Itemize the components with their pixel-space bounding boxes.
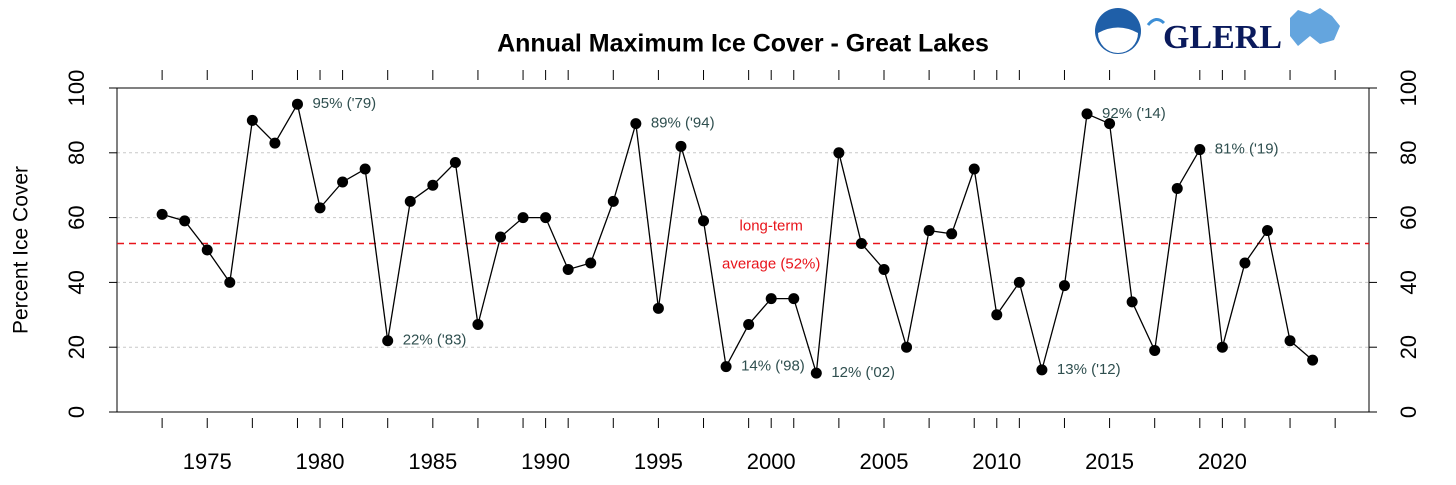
y2-tick-label: 40	[1396, 270, 1421, 294]
data-point	[923, 225, 935, 237]
data-point	[179, 215, 191, 227]
data-point	[359, 163, 371, 175]
data-point	[291, 98, 303, 110]
data-point	[1194, 144, 1206, 156]
data-point	[675, 140, 687, 152]
data-point	[1126, 296, 1138, 308]
logo-text: GLERL	[1163, 19, 1282, 56]
data-point	[1216, 341, 1228, 353]
noaa-wave	[1098, 27, 1138, 53]
data-point	[765, 293, 777, 305]
data-point	[968, 163, 980, 175]
data-point	[630, 118, 642, 130]
data-point	[585, 257, 597, 269]
data-point	[1284, 335, 1296, 347]
data-point	[1058, 280, 1070, 292]
x-tick-label: 2005	[860, 449, 909, 474]
data-point	[1149, 344, 1161, 356]
plot-frame	[116, 87, 1370, 413]
data-point	[855, 238, 867, 250]
data-point	[201, 244, 213, 256]
annotation: 89% ('94)	[651, 115, 715, 132]
logo-swoosh	[1146, 18, 1166, 26]
data-point	[1013, 276, 1025, 288]
annotation: 95% ('79)	[312, 95, 376, 112]
x-tick-label: 1995	[634, 449, 683, 474]
data-point	[607, 195, 619, 207]
data-line	[161, 102, 1314, 374]
data-point	[1104, 118, 1116, 130]
annotation: 22% ('83)	[403, 332, 467, 349]
data-point	[901, 341, 913, 353]
y-axis-label: Percent Ice Cover	[10, 166, 33, 334]
y2-tick-label: 20	[1396, 335, 1421, 359]
data-point	[382, 335, 394, 347]
y-tick-label: 20	[64, 335, 89, 359]
data-point	[1171, 182, 1183, 194]
data-point	[494, 231, 506, 243]
data-point	[833, 147, 845, 159]
y-tick-label: 40	[64, 270, 89, 294]
average-label: average (52%)	[722, 255, 820, 272]
data-point	[224, 276, 236, 288]
y-tick-label: 80	[64, 141, 89, 165]
x-tick-label: 1990	[521, 449, 570, 474]
annotation: 12% ('02)	[831, 364, 895, 381]
y2-tick-label: 60	[1396, 205, 1421, 229]
annotation: 92% ('14)	[1102, 105, 1166, 122]
y-tick-label: 100	[64, 70, 89, 107]
y2-tick-label: 0	[1396, 406, 1421, 418]
data-point	[269, 137, 281, 149]
x-tick-label: 2010	[972, 449, 1021, 474]
data-point	[1081, 108, 1093, 120]
data-point	[449, 157, 461, 169]
data-point	[810, 367, 822, 379]
data-point	[1261, 225, 1273, 237]
annotation: 81% ('19)	[1215, 141, 1279, 158]
data-point	[1036, 364, 1048, 376]
data-point	[878, 263, 890, 275]
data-point	[427, 179, 439, 191]
x-tick-label: 1975	[183, 449, 232, 474]
y2-tick-label: 80	[1396, 141, 1421, 165]
data-point	[562, 263, 574, 275]
data-point	[1239, 257, 1251, 269]
data-point	[788, 293, 800, 305]
data-point	[404, 195, 416, 207]
lakes-icon	[1290, 8, 1340, 46]
annotation: 13% ('12)	[1057, 361, 1121, 378]
data-point	[946, 228, 958, 240]
data-point	[314, 202, 326, 214]
data-point	[337, 176, 349, 188]
x-tick-label: 2000	[747, 449, 796, 474]
data-point	[698, 215, 710, 227]
x-tick-label: 2015	[1085, 449, 1134, 474]
x-tick-label: 1980	[296, 449, 345, 474]
x-tick-label: 2020	[1198, 449, 1247, 474]
data-point	[540, 212, 552, 224]
y-tick-label: 0	[64, 406, 89, 418]
data-point	[1307, 354, 1319, 366]
data-point	[517, 212, 529, 224]
annotation: 14% ('98)	[741, 358, 805, 375]
data-point	[472, 319, 484, 331]
x-tick-label: 1985	[408, 449, 457, 474]
y-tick-label: 60	[64, 205, 89, 229]
data-point	[991, 309, 1003, 321]
chart-title: Annual Maximum Ice Cover - Great Lakes	[497, 30, 989, 58]
data-point	[743, 319, 755, 331]
y2-tick-label: 100	[1396, 70, 1421, 107]
data-point	[156, 208, 168, 220]
data-point	[246, 114, 258, 126]
logo: GLERL	[1095, 8, 1340, 56]
average-label: long-term	[740, 217, 803, 234]
data-point	[720, 361, 732, 373]
data-point	[652, 302, 664, 314]
